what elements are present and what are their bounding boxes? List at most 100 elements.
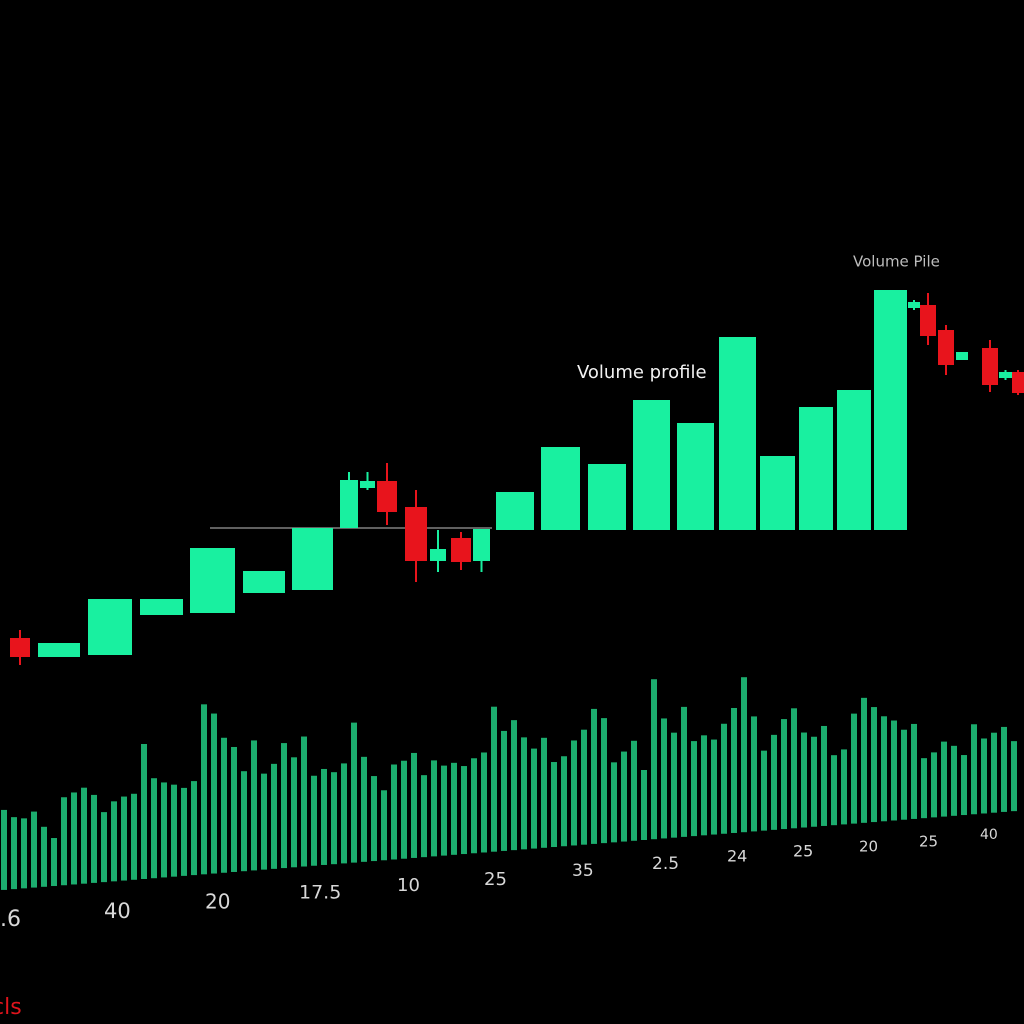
volume-bar — [621, 751, 627, 842]
volume-bar — [121, 796, 127, 881]
volume-bar — [81, 787, 87, 884]
volume-bar — [861, 697, 867, 823]
volume-bar — [711, 739, 717, 835]
candle-body — [340, 480, 358, 528]
volume-bar — [181, 787, 187, 876]
volume-bar — [781, 719, 787, 830]
candle-body — [88, 599, 132, 655]
volume-bar — [211, 713, 217, 874]
volume-bar — [461, 766, 467, 855]
candle-body — [999, 372, 1012, 378]
volume-bar — [481, 752, 487, 853]
candle-body — [956, 352, 968, 360]
x-tick-label: 40 — [104, 899, 131, 923]
volume-bar — [1011, 741, 1017, 812]
volume-bar — [131, 793, 137, 880]
volume-bar — [561, 756, 567, 847]
volume-bar — [571, 740, 577, 846]
volume-bar — [221, 737, 227, 873]
volume-bar — [271, 763, 277, 869]
volume-bar — [841, 749, 847, 825]
volume-bar — [851, 713, 857, 824]
candle-body — [405, 507, 427, 561]
volume-bar — [871, 707, 877, 823]
volume-bar — [491, 706, 497, 852]
volume-bar — [591, 708, 597, 844]
volume-bar — [371, 776, 377, 862]
candle-body — [292, 528, 333, 590]
corner-label: cls — [0, 995, 22, 1020]
volume-bar — [601, 718, 607, 844]
x-tick-label: .6 — [0, 907, 21, 932]
candle-body — [190, 548, 235, 613]
volume-bar — [111, 801, 117, 882]
volume-bar — [1, 809, 7, 890]
volume-bar — [341, 763, 347, 864]
volume-bar — [681, 706, 687, 837]
volume-bar — [51, 838, 57, 887]
candle-body — [908, 302, 920, 308]
volume-bar — [611, 762, 617, 843]
volume-bar — [311, 775, 317, 866]
volume-bar — [531, 748, 537, 849]
candle-body — [920, 305, 936, 336]
candle-body — [496, 492, 534, 530]
candle-body — [719, 337, 756, 530]
volume-bar — [631, 740, 637, 841]
candle-body — [837, 390, 871, 530]
x-tick-label: 40 — [980, 827, 998, 843]
x-tick-label: 2.5 — [652, 854, 679, 874]
candle-body — [140, 599, 183, 615]
volume-bar — [881, 716, 887, 822]
volume-bar — [71, 792, 77, 885]
x-tick-label: 20 — [859, 838, 878, 856]
volume-bar — [981, 738, 987, 814]
x-tick-label: 10 — [397, 875, 420, 896]
volume-bar — [161, 782, 167, 878]
volume-bar — [671, 732, 677, 838]
candle-body — [243, 571, 285, 593]
volume-bar — [331, 772, 337, 865]
candle-body — [982, 348, 998, 385]
volume-bar — [101, 812, 107, 883]
candle-body — [38, 643, 80, 657]
candle-body — [360, 481, 375, 488]
volume-bar — [791, 708, 797, 829]
volume-bar — [501, 730, 507, 851]
volume-bar — [191, 781, 197, 876]
volume-bar — [771, 734, 777, 830]
volume-bar — [701, 735, 707, 836]
volume-bar — [411, 752, 417, 858]
volume-bar — [961, 755, 967, 816]
volume-bar — [451, 762, 457, 855]
candle-body — [799, 407, 833, 530]
annotation: Volume Pile — [853, 253, 940, 271]
volume-bar — [951, 745, 957, 816]
volume-bar — [301, 736, 307, 867]
volume-bar — [811, 736, 817, 827]
x-tick-label: 24 — [727, 847, 747, 866]
volume-bar — [171, 784, 177, 877]
x-tick-label: 35 — [572, 861, 594, 881]
volume-bar — [731, 707, 737, 833]
candle-body — [677, 423, 714, 530]
volume-bar — [761, 750, 767, 831]
volume-bar — [1001, 726, 1007, 812]
volume-bar — [751, 716, 757, 832]
volume-bar — [291, 757, 297, 868]
volume-bar — [921, 758, 927, 819]
volume-bar — [891, 720, 897, 821]
volume-bar — [381, 790, 387, 861]
candle-body — [451, 538, 471, 562]
candle-body — [473, 529, 490, 561]
volume-bar — [931, 752, 937, 818]
volume-bar — [521, 737, 527, 850]
volume-bar — [421, 775, 427, 858]
x-tick-label: 20 — [205, 890, 230, 914]
volume-bar — [21, 818, 27, 889]
volume-bar — [941, 741, 947, 817]
candle-body — [541, 447, 580, 530]
candle-body — [1012, 372, 1024, 393]
volume-bar — [431, 760, 437, 857]
